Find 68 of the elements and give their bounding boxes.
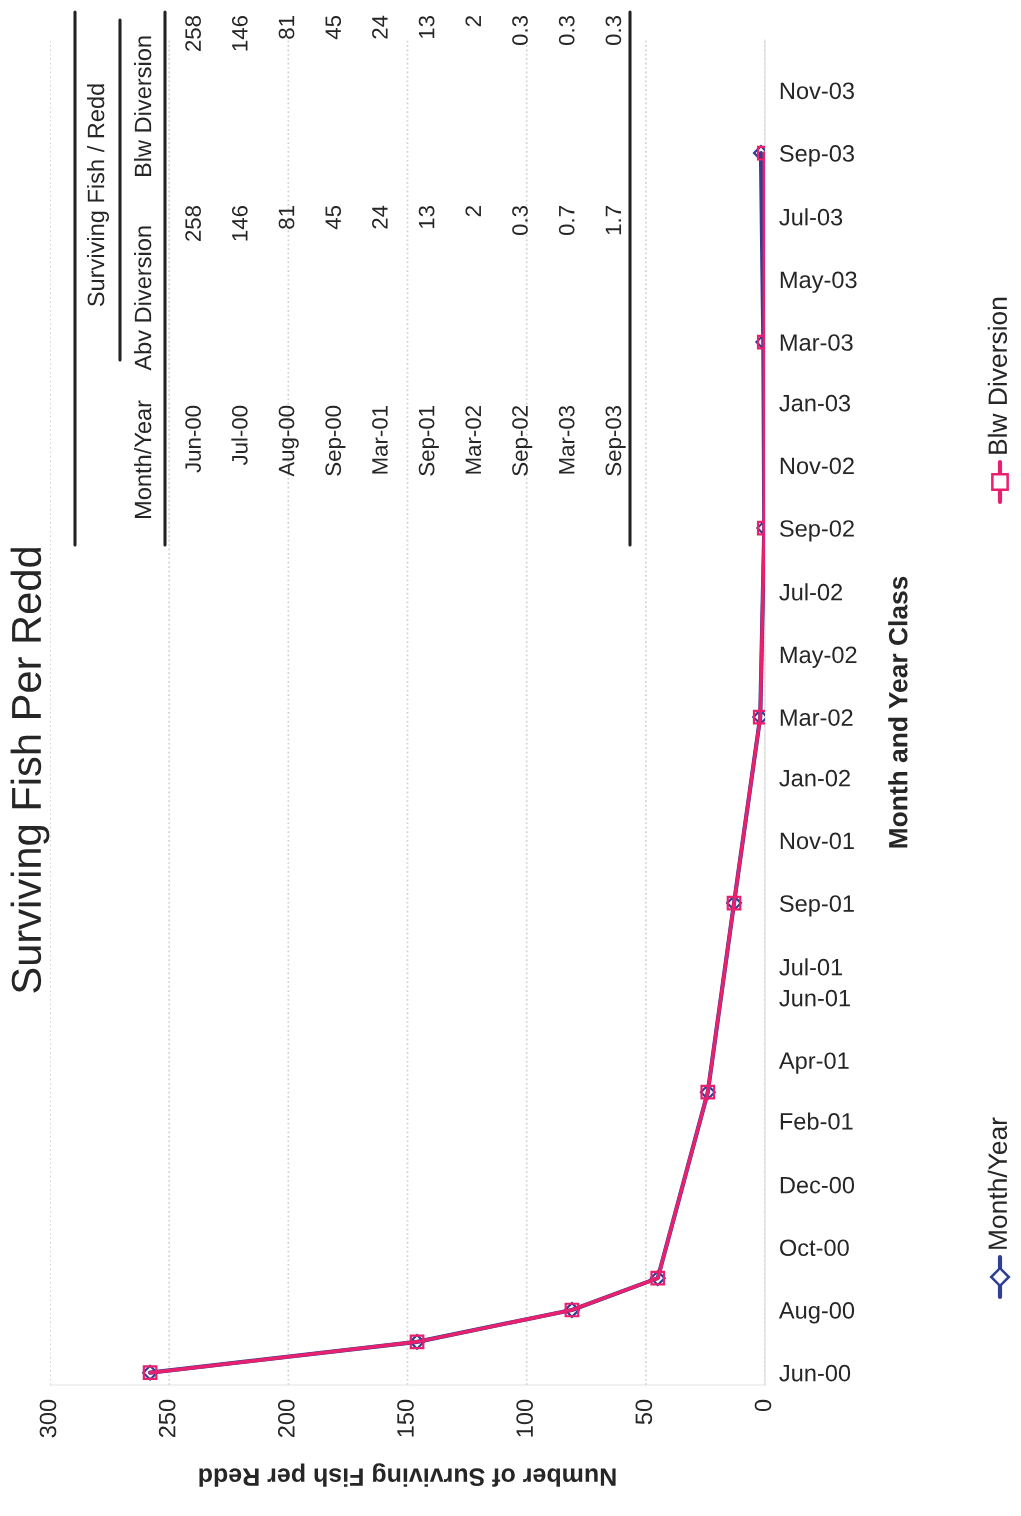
annotation: 1.7 xyxy=(605,206,622,235)
annotation: Sep-01 xyxy=(418,406,439,476)
y-tick-label: Nov-03 xyxy=(780,82,854,100)
annotation: Aug-00 xyxy=(278,405,299,477)
y-tick-label: Jun-01 xyxy=(779,989,850,1007)
y-tick-label: Sep-02 xyxy=(779,520,854,542)
x-tick-label: 200 xyxy=(277,1399,295,1438)
annotation: Sep-03 xyxy=(605,405,626,476)
y-tick-label: Jul-03 xyxy=(779,208,843,226)
text: 2 xyxy=(465,16,481,27)
annotation: 0.3 xyxy=(512,15,528,46)
y-tick-label: Mar-02 xyxy=(780,709,853,726)
annotation: Sep-02 xyxy=(512,406,533,476)
y-tick-label: Aug-00 xyxy=(778,1302,855,1324)
y-tick-label: Jan-02 xyxy=(779,769,850,787)
annotation: Mar-02 xyxy=(465,406,482,474)
y-tick-label: Sep-01 xyxy=(779,895,854,917)
text: Blw Diversion xyxy=(987,297,1008,454)
annotation: 0.7 xyxy=(558,206,575,236)
annotation: 13 xyxy=(418,205,435,229)
y-tick-label: Jun-00 xyxy=(779,1364,851,1382)
annotation: Blw Diversion xyxy=(134,36,152,177)
x-tick-label: 50 xyxy=(635,1399,653,1425)
annotation: 81 xyxy=(278,206,295,229)
x-tick-label: 150 xyxy=(397,1399,414,1437)
x-tick-label: 250 xyxy=(158,1399,176,1438)
text: 45 xyxy=(325,15,342,40)
y-tick-label: Oct-00 xyxy=(780,1239,849,1257)
annotation: Sep-00 xyxy=(325,405,346,476)
annotation: 2 xyxy=(465,206,481,217)
y-tick-label: May-03 xyxy=(780,271,857,293)
text: 24 xyxy=(372,15,388,39)
y-tick-label: Apr-01 xyxy=(778,1052,849,1074)
annotation: 258 xyxy=(185,205,201,241)
x-tick-label: 300 xyxy=(39,1399,57,1438)
annotation: 258 xyxy=(185,15,201,51)
y-tick-label: May-02 xyxy=(780,646,857,668)
annotation: 24 xyxy=(372,205,388,229)
annotation: Mar-03 xyxy=(558,405,575,474)
text: Month/Year xyxy=(987,1117,1008,1249)
y-tick-label: Jul-01 xyxy=(779,958,843,976)
annotation: Month/Year xyxy=(134,400,152,518)
y-axis-title: Month and Year Class xyxy=(888,576,908,848)
annotation: Mar-01 xyxy=(372,406,388,474)
annotation: Jul-00 xyxy=(231,405,248,466)
x-tick-label: 100 xyxy=(516,1399,533,1437)
text: 13 xyxy=(418,15,435,39)
y-tick-label: Nov-01 xyxy=(780,832,854,850)
y-tick-label: Jul-02 xyxy=(779,583,843,601)
annotation: 45 xyxy=(325,205,342,230)
annotation: 0.3 xyxy=(558,15,575,46)
annotation: 146 xyxy=(231,205,248,241)
annotation: Surviving Fish / Redd xyxy=(87,84,110,307)
y-tick-label: Mar-03 xyxy=(780,334,853,351)
y-tick-label: Dec-00 xyxy=(780,1176,855,1194)
y-tick-label: Nov-02 xyxy=(780,457,854,475)
y-tick-label: Sep-03 xyxy=(779,145,854,167)
annotation: Jun-00 xyxy=(185,405,201,473)
annotation: Abv Diversion xyxy=(134,226,152,371)
x-axis-title: Number of Surviving Fish per Redd xyxy=(199,1463,616,1487)
text: Surviving Fish Per Redd xyxy=(10,548,50,993)
y-tick-label: Jan-03 xyxy=(779,394,851,412)
y-tick-label: Feb-01 xyxy=(780,1112,853,1130)
x-tick-label: 0 xyxy=(754,1399,772,1412)
annotation: 146 xyxy=(231,15,248,51)
annotation: 0.3 xyxy=(605,15,622,46)
annotation: 0.3 xyxy=(512,205,528,236)
text: 81 xyxy=(278,16,295,39)
